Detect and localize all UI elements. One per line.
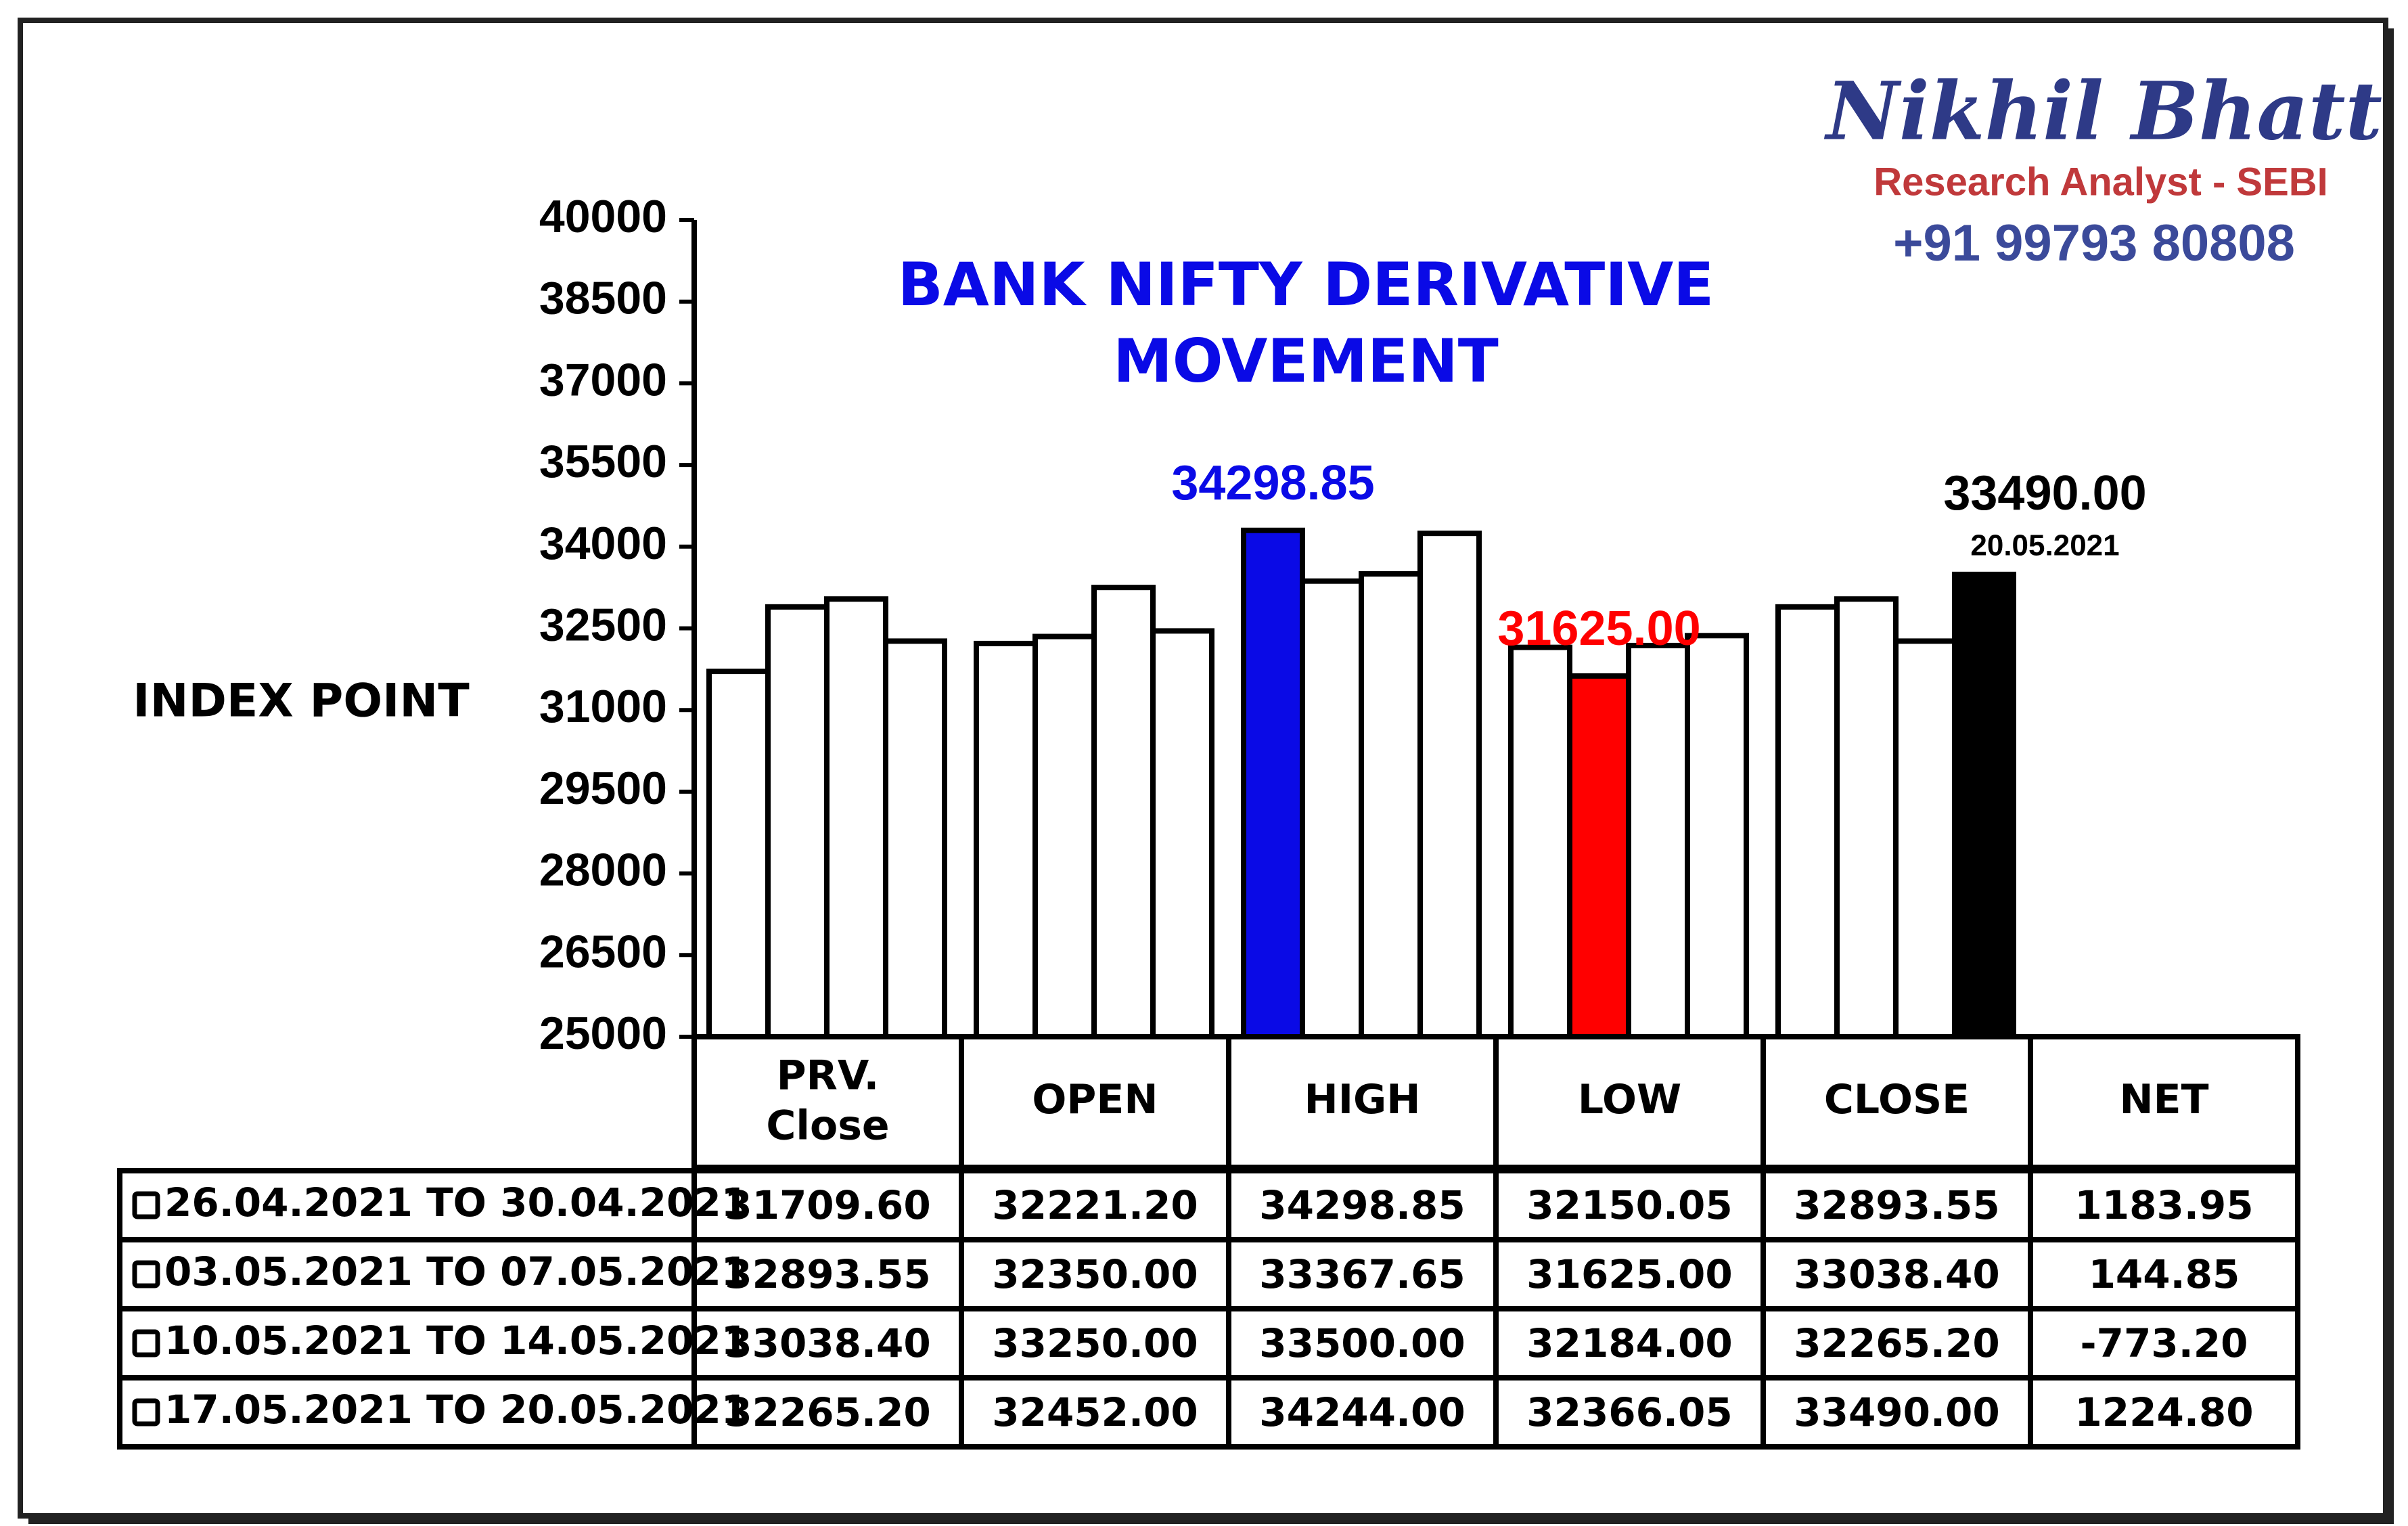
table-cell: 32366.05 [1526, 1389, 1733, 1435]
bar [824, 596, 888, 1039]
table-cell: 32893.55 [1794, 1182, 2000, 1228]
column-header: PRV. Close [766, 1052, 889, 1149]
table-cell: 32150.05 [1526, 1182, 1733, 1228]
table-cell: 33250.00 [992, 1320, 1198, 1366]
bar [1150, 628, 1214, 1039]
table-cell: 32221.20 [992, 1182, 1198, 1228]
data-label-note: 20.05.2021 [1970, 529, 2119, 562]
y-axis-label: INDEX POINT [133, 675, 470, 728]
bar [1685, 633, 1749, 1039]
y-tick-label: 37000 [539, 354, 667, 405]
data-label: 33490.00 [1943, 466, 2146, 520]
bar [765, 604, 830, 1039]
author-phone: +91 99793 80808 [1893, 215, 2295, 272]
table-cell: 1224.80 [2074, 1389, 2253, 1435]
table-cell: -773.20 [2081, 1320, 2248, 1366]
bar [1417, 531, 1482, 1039]
table-cell: 33367.65 [1259, 1251, 1466, 1297]
bar [974, 640, 1038, 1039]
bar [1775, 604, 1840, 1039]
bar [1032, 633, 1097, 1039]
table-cell: 144.85 [2089, 1251, 2240, 1297]
column-header: NET [2119, 1076, 2208, 1123]
y-tick-label: 32500 [539, 599, 667, 650]
table-cell: 32350.00 [992, 1251, 1198, 1297]
table-cell: 32452.00 [992, 1389, 1198, 1435]
bar [1626, 642, 1690, 1039]
column-header: OPEN [1032, 1076, 1158, 1123]
bar [1300, 578, 1364, 1039]
author-name: Nikhil Bhatt [1823, 64, 2382, 158]
y-tick-label: 25000 [539, 1008, 667, 1059]
bar [706, 669, 771, 1039]
data-label: 31625.00 [1497, 602, 1700, 656]
y-tick-label: 40000 [539, 191, 667, 242]
table-cell: 32265.20 [1794, 1320, 2000, 1366]
y-tick-label: 34000 [539, 518, 667, 569]
y-tick-label: 35500 [539, 436, 667, 487]
legend-marker [132, 1398, 160, 1427]
table-cell: 33038.40 [725, 1320, 931, 1366]
table-cell: 32893.55 [725, 1251, 931, 1297]
y-tick-label: 28000 [539, 845, 667, 896]
y-tick-label: 26500 [539, 926, 667, 977]
table-cell: 31625.00 [1526, 1251, 1733, 1297]
table-cell: 32184.00 [1526, 1320, 1733, 1366]
table-cell: 32265.20 [725, 1389, 931, 1435]
row-label: 17.05.2021 TO 20.05.2021 [164, 1387, 748, 1433]
legend-marker [132, 1260, 160, 1288]
y-tick-label: 29500 [539, 763, 667, 814]
bar [1241, 527, 1305, 1039]
row-label: 26.04.2021 TO 30.04.2021 [164, 1180, 748, 1226]
bar [883, 638, 947, 1039]
column-header: CLOSE [1824, 1076, 1970, 1123]
table-cell: 31709.60 [725, 1182, 931, 1228]
y-tick-label: 38500 [539, 273, 667, 324]
table-row [117, 1375, 2300, 1450]
bar [1567, 673, 1631, 1039]
column-header: LOW [1578, 1076, 1681, 1123]
table-cell: 33500.00 [1259, 1320, 1466, 1366]
author-role: Research Analyst - SEBI [1873, 160, 2328, 204]
bar [1359, 571, 1423, 1039]
column-header: HIGH [1304, 1076, 1420, 1123]
row-label: 10.05.2021 TO 14.05.2021 [164, 1318, 748, 1364]
bar [1091, 585, 1156, 1039]
row-label: 03.05.2021 TO 07.05.2021 [164, 1249, 748, 1295]
table-cell: 1183.95 [2074, 1182, 2253, 1228]
chart-title: MOVEMENT [1113, 326, 1499, 396]
y-tick-label: 31000 [539, 681, 667, 732]
table-cell: 34244.00 [1259, 1389, 1466, 1435]
legend-marker [132, 1329, 160, 1357]
bar [1893, 638, 1957, 1039]
chart-title: BANK NIFTY DERIVATIVE [898, 250, 1714, 319]
bar [1952, 571, 2016, 1039]
bar [1834, 596, 1899, 1039]
bar [1508, 644, 1572, 1039]
table-cell: 33490.00 [1794, 1389, 2000, 1435]
table-cell: 33038.40 [1794, 1251, 2000, 1297]
legend-marker [132, 1191, 160, 1219]
table-cell: 34298.85 [1259, 1182, 1466, 1228]
data-label: 34298.85 [1171, 456, 1374, 510]
